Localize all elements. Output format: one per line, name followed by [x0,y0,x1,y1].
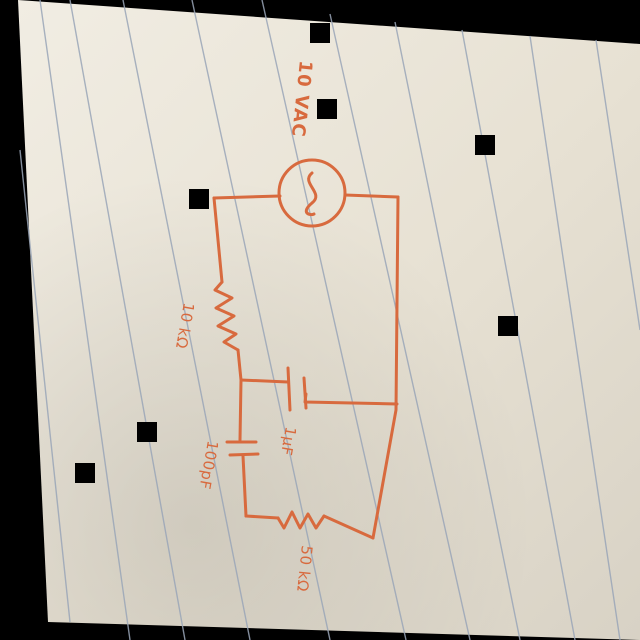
ruled-lines [19,0,640,640]
censor-square [317,99,337,119]
censor-square [310,23,330,43]
paper-shadow [18,0,640,640]
r2-label: 50 kΩ [293,545,316,593]
censor-square [475,135,495,155]
ac-source-symbol [277,158,347,228]
censor-square [137,422,157,442]
top-wire-left [212,194,282,200]
left-wire-mid [236,348,243,382]
top-wire-right [343,193,400,199]
capacitor-c1-plate-a [286,366,292,412]
circuit-drawing [212,158,400,540]
censor-square [189,189,209,209]
c1-left-wire [239,378,290,384]
capacitor-c2-plate-b [228,452,260,457]
c1-label: 1µF [277,425,300,457]
left-wire-top [212,196,224,284]
censor-square [75,463,95,483]
resistor-r1 [213,280,240,352]
right-wire [371,195,400,540]
left-wire-lower [238,378,243,442]
c1-right-wire [303,392,399,406]
bottom-wire-right [322,514,375,540]
censor-square [498,316,518,336]
resistor-r2 [276,510,326,530]
ac-wave [304,171,318,217]
left-wire-bottom [241,454,248,518]
bottom-wire-left [244,514,280,520]
